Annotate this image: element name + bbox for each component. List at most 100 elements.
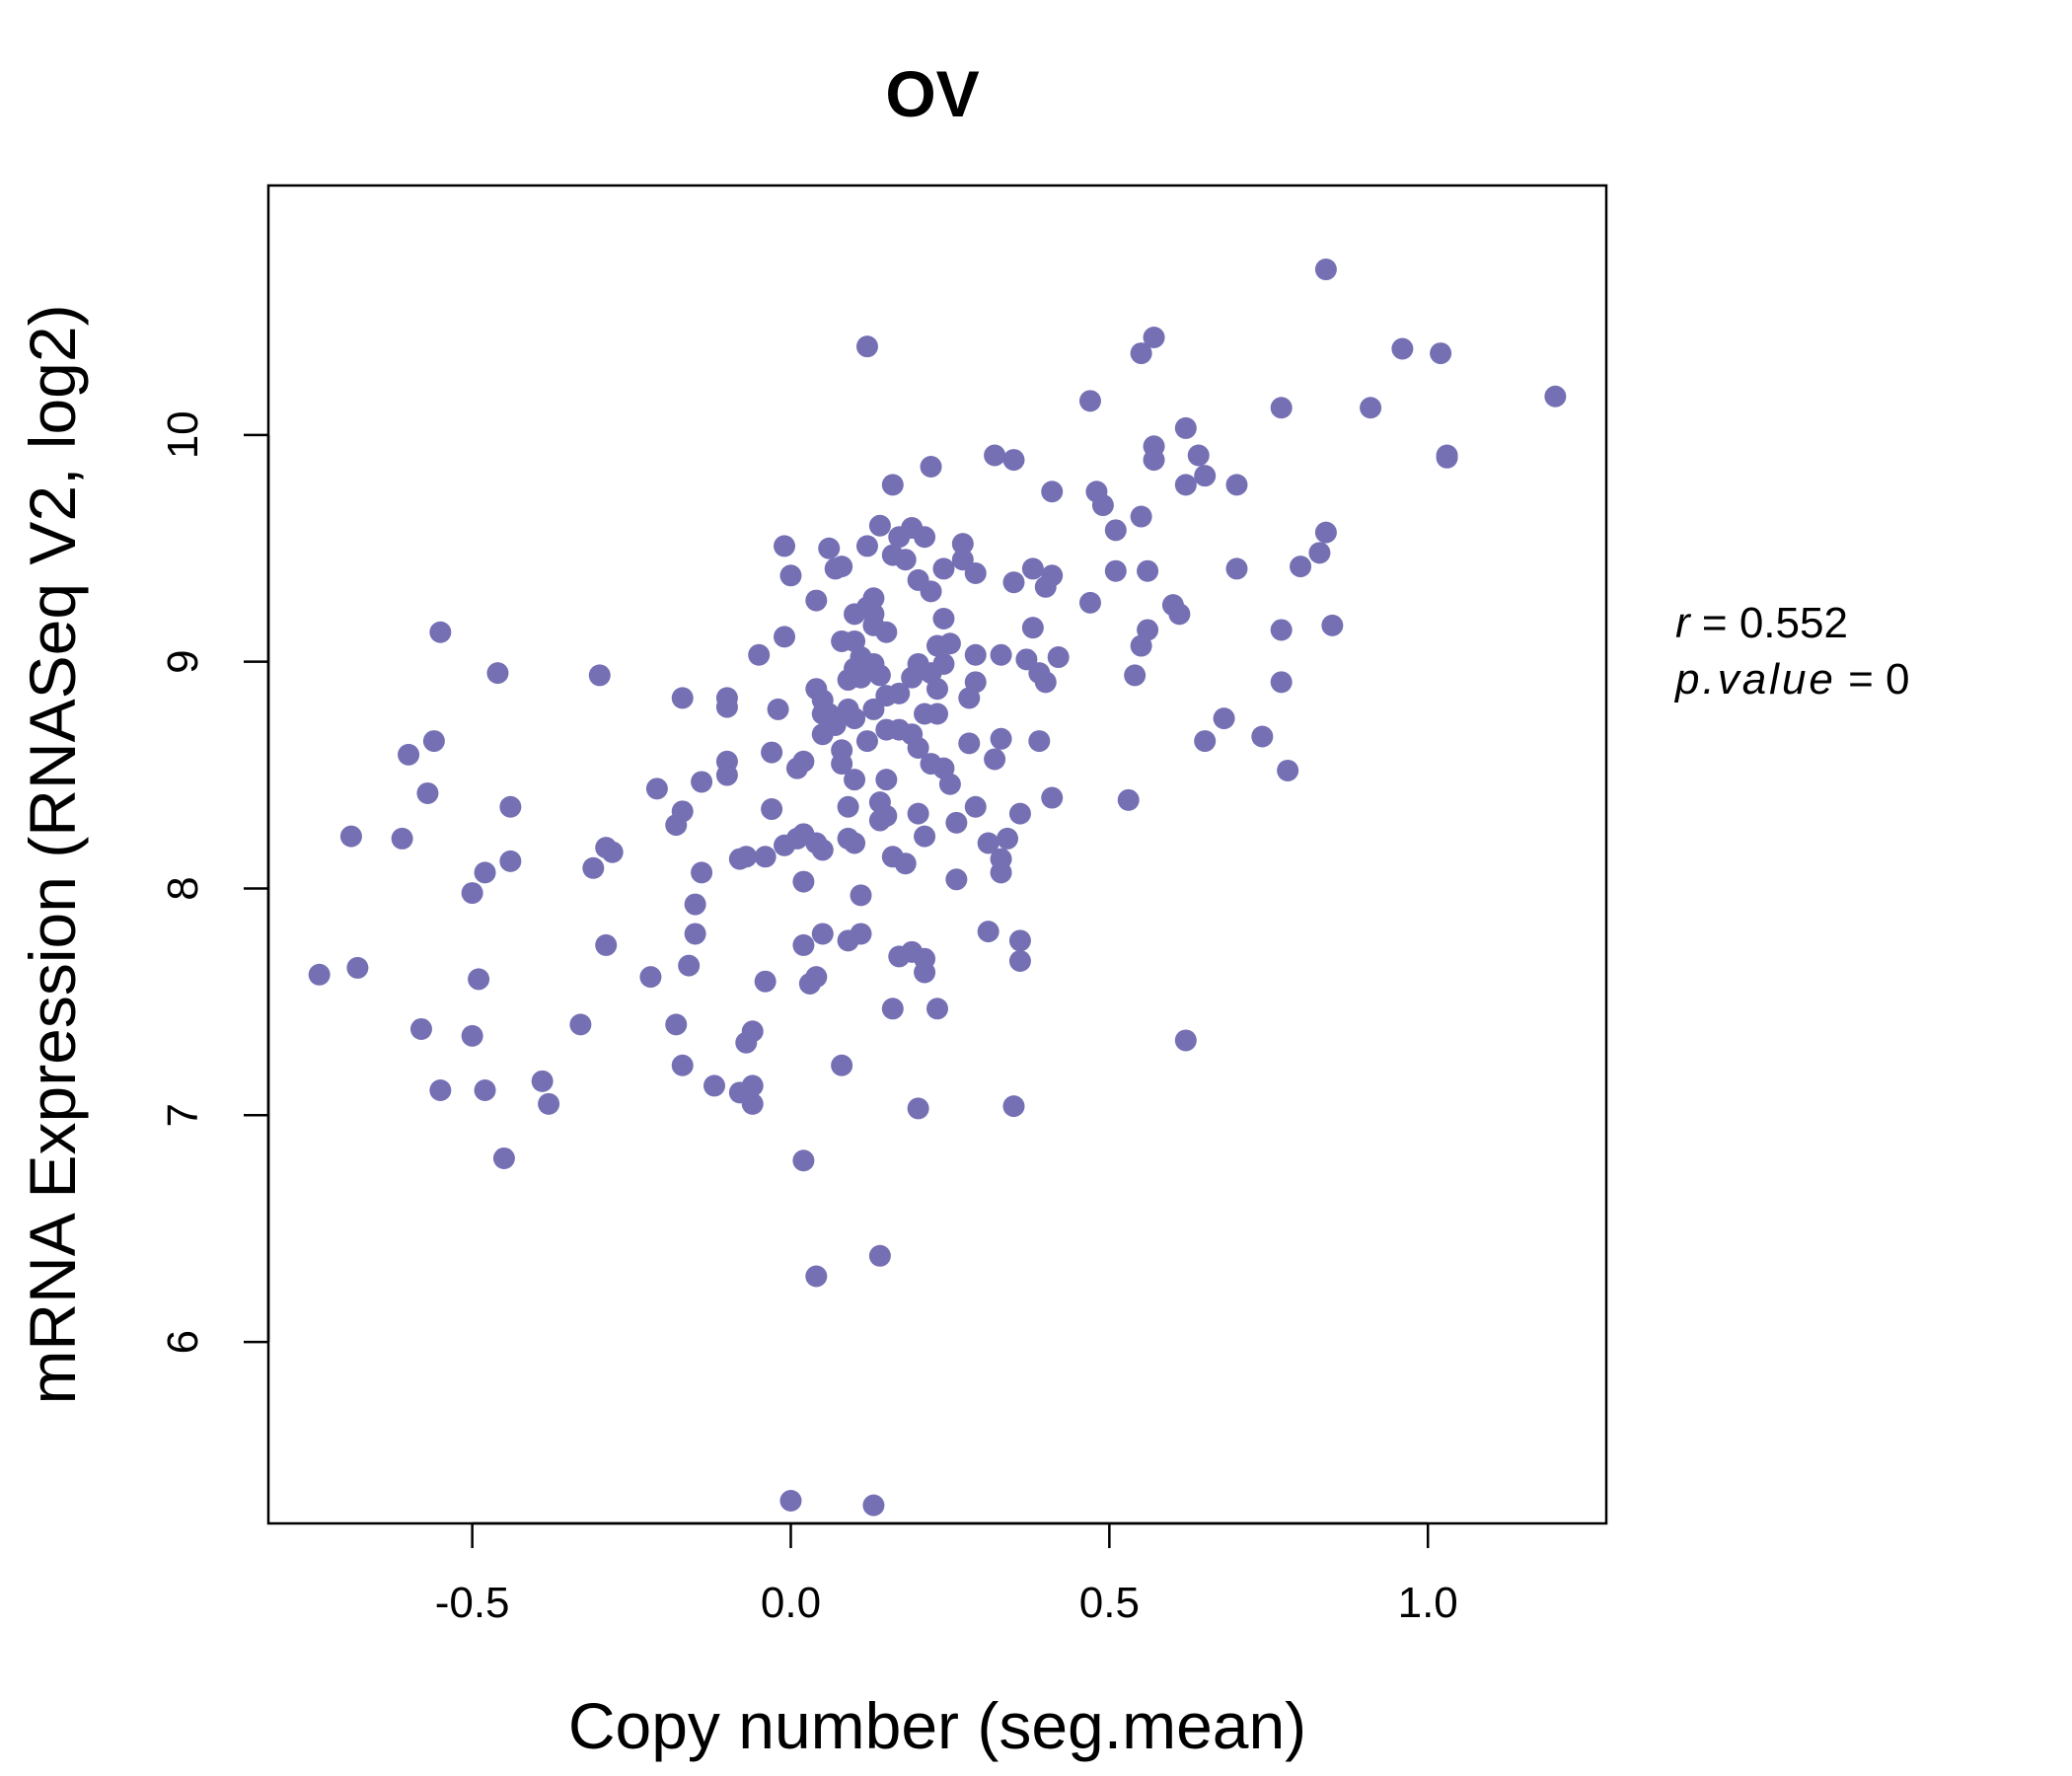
data-points: [308, 259, 1567, 1517]
data-point: [932, 652, 955, 675]
data-point: [1041, 564, 1064, 587]
data-point: [1130, 505, 1152, 528]
data-point: [1104, 519, 1127, 542]
data-point: [932, 557, 955, 580]
data-point: [1143, 449, 1165, 472]
data-point: [582, 856, 605, 879]
data-point: [868, 514, 891, 537]
r-equals: =: [1702, 599, 1739, 647]
data-point: [920, 455, 942, 478]
data-point: [671, 800, 694, 823]
data-point: [429, 1079, 452, 1102]
data-point: [1078, 591, 1101, 614]
data-point: [715, 764, 738, 786]
data-point: [837, 795, 859, 818]
data-point: [990, 861, 1012, 884]
p-value: 0: [1886, 655, 1909, 703]
data-point: [875, 804, 898, 827]
data-point: [881, 474, 904, 496]
data-point: [1021, 617, 1044, 639]
data-point: [308, 963, 331, 986]
data-point: [1194, 730, 1217, 753]
data-point: [1130, 342, 1152, 365]
data-point: [754, 846, 777, 868]
data-point: [1225, 474, 1248, 496]
data-point: [1021, 557, 1044, 580]
data-point: [932, 607, 955, 629]
data-point: [1225, 557, 1248, 580]
data-point: [964, 671, 987, 694]
data-point: [422, 730, 445, 753]
data-point: [907, 1097, 929, 1120]
data-point: [468, 968, 490, 991]
data-point: [1015, 648, 1038, 671]
data-point: [1008, 950, 1031, 973]
data-point: [1174, 1029, 1197, 1052]
data-point: [486, 662, 509, 685]
data-point: [1321, 614, 1344, 636]
chart-title: OV: [885, 57, 979, 130]
data-point: [1002, 1095, 1025, 1118]
data-point: [1308, 542, 1331, 564]
data-point: [703, 1074, 725, 1097]
data-point: [1314, 521, 1337, 544]
data-point: [938, 632, 961, 655]
data-point: [1436, 444, 1458, 467]
data-point: [907, 802, 929, 825]
data-point: [1290, 555, 1312, 578]
data-point: [1544, 385, 1567, 407]
data-point: [1430, 342, 1452, 365]
data-point: [1078, 390, 1101, 412]
data-point: [1360, 397, 1382, 419]
data-point: [678, 954, 701, 977]
data-point: [805, 1265, 828, 1288]
data-point: [990, 727, 1012, 750]
data-point: [691, 861, 713, 884]
data-point: [461, 1024, 483, 1047]
data-point: [855, 535, 878, 557]
data-point: [1034, 671, 1057, 694]
data-point: [1174, 416, 1197, 439]
data-point: [474, 1079, 496, 1102]
data-point: [868, 1244, 891, 1267]
data-point: [339, 825, 362, 848]
data-point: [1047, 646, 1070, 669]
data-point: [1270, 397, 1293, 419]
data-point: [595, 933, 618, 956]
data-point: [792, 870, 815, 893]
data-point: [926, 703, 948, 725]
data-point: [977, 921, 999, 943]
data-point: [792, 933, 815, 956]
data-point: [951, 533, 974, 555]
data-point: [831, 739, 853, 762]
data-point: [811, 839, 834, 861]
y-tick-label: 9: [159, 649, 207, 673]
data-point: [474, 861, 496, 884]
correlation-annotation: r = 0.552 p.value = 0: [1673, 599, 1910, 703]
data-point: [881, 998, 904, 1020]
x-axis: -0.5 0.0 0.5 1.0: [435, 1521, 1458, 1627]
y-tick-label: 10: [159, 410, 207, 459]
data-point: [894, 549, 917, 571]
data-point: [862, 698, 885, 720]
data-point: [1213, 707, 1235, 730]
x-axis-label: Copy number (seg.mean): [568, 1689, 1306, 1762]
data-point: [741, 1092, 764, 1115]
data-point: [850, 884, 872, 907]
data-point: [844, 832, 866, 854]
data-point: [1314, 259, 1337, 281]
x-tick-label: 0.5: [1079, 1579, 1140, 1627]
data-point: [391, 827, 413, 850]
data-point: [831, 1054, 853, 1076]
data-point: [818, 537, 841, 559]
data-point: [1117, 788, 1140, 811]
data-point: [964, 643, 987, 666]
data-point: [639, 966, 662, 989]
data-point: [1124, 664, 1147, 687]
data-point: [984, 444, 1006, 467]
data-point: [779, 564, 802, 587]
data-point: [875, 769, 898, 791]
data-point: [1008, 929, 1031, 952]
y-tick-label: 8: [159, 876, 207, 900]
